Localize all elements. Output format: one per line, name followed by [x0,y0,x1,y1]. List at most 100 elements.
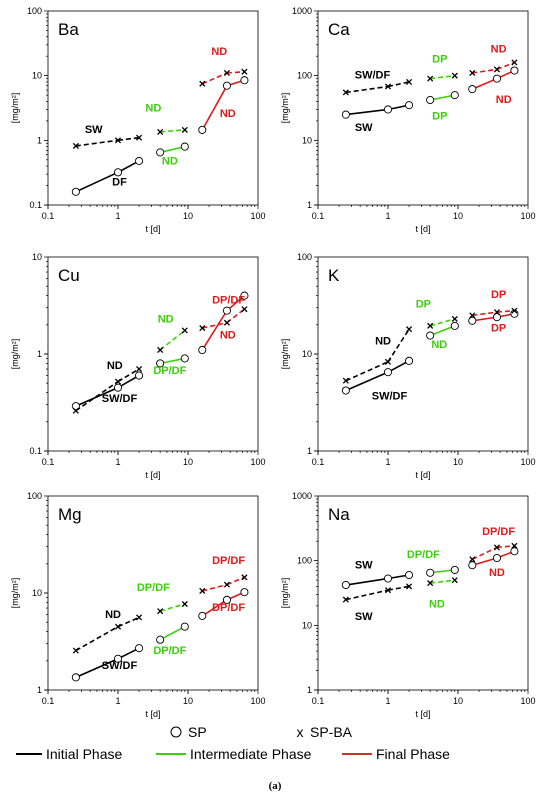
phase-annotation: DP [416,299,431,311]
spba-line-segment [496,61,515,71]
sp-line-segment [471,77,498,90]
sp-line-segment [345,577,389,586]
phase-annotation: DP [491,323,506,335]
spba-point [427,322,434,329]
phase-annotation: ND [145,102,161,114]
spba-point [136,134,143,141]
sp-point [468,85,477,94]
element-label: Cu [58,266,80,285]
phase-annotation: DP/DF [137,582,170,594]
sp-point [468,561,477,570]
sp-line-segment [472,557,498,566]
spba-point [384,358,392,365]
spba-point [451,315,458,322]
y-tick-label: 1 [37,685,42,695]
sp-line-segment [117,374,140,389]
phase-annotation: ND [375,336,391,348]
x-tick-label: 100 [250,457,265,467]
x-tick-label: 1 [385,696,390,706]
phase-annotation: ND [211,46,227,58]
x-tick-label: 10 [183,696,193,706]
sp-point [383,368,393,377]
spba-point [199,325,206,332]
sp-point [450,91,459,100]
y-tick-label: 0.1 [29,446,42,456]
sp-line-segment [429,325,456,337]
spba-point [493,309,501,316]
phase-annotation: SW/DF [102,393,138,405]
spba-line-segment [117,368,140,383]
spba-point [199,587,206,595]
sp-point [156,359,165,368]
sp-line-segment [429,94,455,101]
sp-point [341,110,350,119]
spba-point [241,574,248,581]
element-label: Na [328,505,350,524]
x-tick-label: 100 [520,457,535,467]
sp-point [71,673,80,682]
sp-point [198,345,207,355]
spba-point [384,587,392,594]
y-axis-label: [mg/m²] [280,339,290,370]
spba-point [181,327,188,334]
spba-point [241,68,248,75]
spba-point [427,75,434,82]
sp-point [383,574,393,583]
chart-panel-ba: 0.1 1 10 100 0.1 1 10 100 t [d] [mg/m²] Ba SW DF ND ND… [10,6,266,234]
sp-point [468,316,477,325]
element-label: Ba [58,20,79,39]
phase-annotation: DF [112,177,127,189]
spba-line-segment [159,603,186,612]
sp-point [180,354,189,363]
plot-frame [317,256,529,452]
phase-annotation: SW [355,611,373,623]
spba-point [181,126,188,133]
x-tick-label: 0.1 [42,457,55,467]
spba-point [342,377,349,384]
phase-annotation: DP/DF [407,549,440,561]
spba-line-segment [226,576,245,586]
sp-point [71,187,80,196]
spba-point [469,69,476,77]
sp-point [510,547,519,556]
sp-point [135,371,144,380]
spba-line-segment [496,544,515,549]
phase-annotation: SW [85,124,103,136]
spba-line-segment [75,625,119,652]
sp-line-segment [159,145,185,154]
x-axis-label: t [d] [415,224,430,234]
x-tick-label: 10 [453,211,463,221]
spba-point [406,326,413,333]
spba-point [72,142,79,149]
x-tick-label: 0.1 [312,211,325,221]
sp-point [113,654,123,663]
spba-line-segment [429,318,456,327]
phase-annotation: ND [162,156,178,168]
phase-annotation: ND [220,108,236,120]
x-tick-label: 10 [453,457,463,467]
legend-intermediate-label: Intermediate Phase [190,746,312,762]
plot-frame [317,10,529,206]
sp-point [426,568,435,577]
sp-point [156,148,165,157]
x-axis-label: t [d] [145,709,160,719]
phase-annotation: ND [107,360,123,372]
spba-point [72,647,79,654]
phase-annotation: DP [491,289,506,301]
spba-point [406,78,413,85]
x-axis-label: t [d] [145,224,160,234]
sp-line-segment [472,316,498,322]
y-axis-label: [mg/m²] [10,578,20,609]
spba-point [136,614,143,621]
sp-point [222,306,231,315]
spba-point [223,69,231,77]
spba-point [469,312,476,319]
sp-line-segment [159,357,185,365]
x-tick-label: 1 [385,457,390,467]
sp-point [341,386,350,395]
phase-annotation: SW/DF [355,70,391,82]
sp-line-segment [201,310,228,351]
spba-line-segment [75,380,119,412]
spba-line-segment [159,329,186,351]
